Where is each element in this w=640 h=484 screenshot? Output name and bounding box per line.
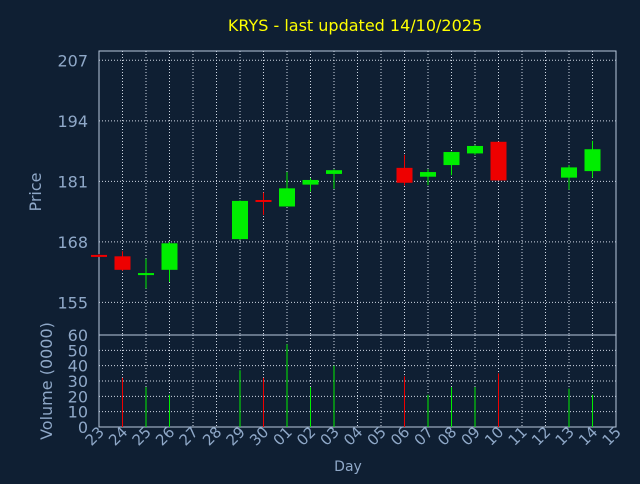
candle-body [279,188,295,207]
x-axis: 2324252627282930010203040506070809101112… [82,423,625,449]
price-tick-label: 168 [57,233,88,252]
volume-tick-label: 30 [68,372,88,391]
volume-axis-label: Volume (0000) [37,322,56,440]
candle-body [561,167,577,178]
candle-body [584,149,601,172]
x-axis-label: Day [334,459,362,475]
volume-tick-label: 0 [78,418,88,437]
candle-body [255,199,272,202]
volume-tick-label: 60 [68,326,88,345]
volume-tick-label: 50 [68,341,88,360]
candle-body [161,243,178,270]
price-axis-label: Price [26,172,45,211]
candle-body [138,273,154,276]
candle-body [467,145,483,154]
volume-tick-label: 20 [68,387,88,406]
candle-body [232,200,248,240]
price-tick-label: 194 [57,112,88,131]
price-panel: 155 168 181 194 207 [57,50,617,336]
chart-title: KRYS - last updated 14/10/2025 [228,16,482,35]
candle-body [443,152,460,166]
volume-frame [98,334,617,428]
price-tick-label: 155 [57,293,88,312]
candle-body [420,172,436,177]
price-tick-label: 181 [57,172,88,191]
candle-body [302,179,319,185]
candle-body [114,256,131,270]
candle-body [396,167,413,183]
candle-body [91,254,107,257]
price-tick-label: 207 [57,51,88,70]
candle-body [326,170,342,174]
volume-tick-label: 10 [68,403,88,422]
candle-body [490,141,507,181]
volume-tick-label: 40 [68,357,88,376]
